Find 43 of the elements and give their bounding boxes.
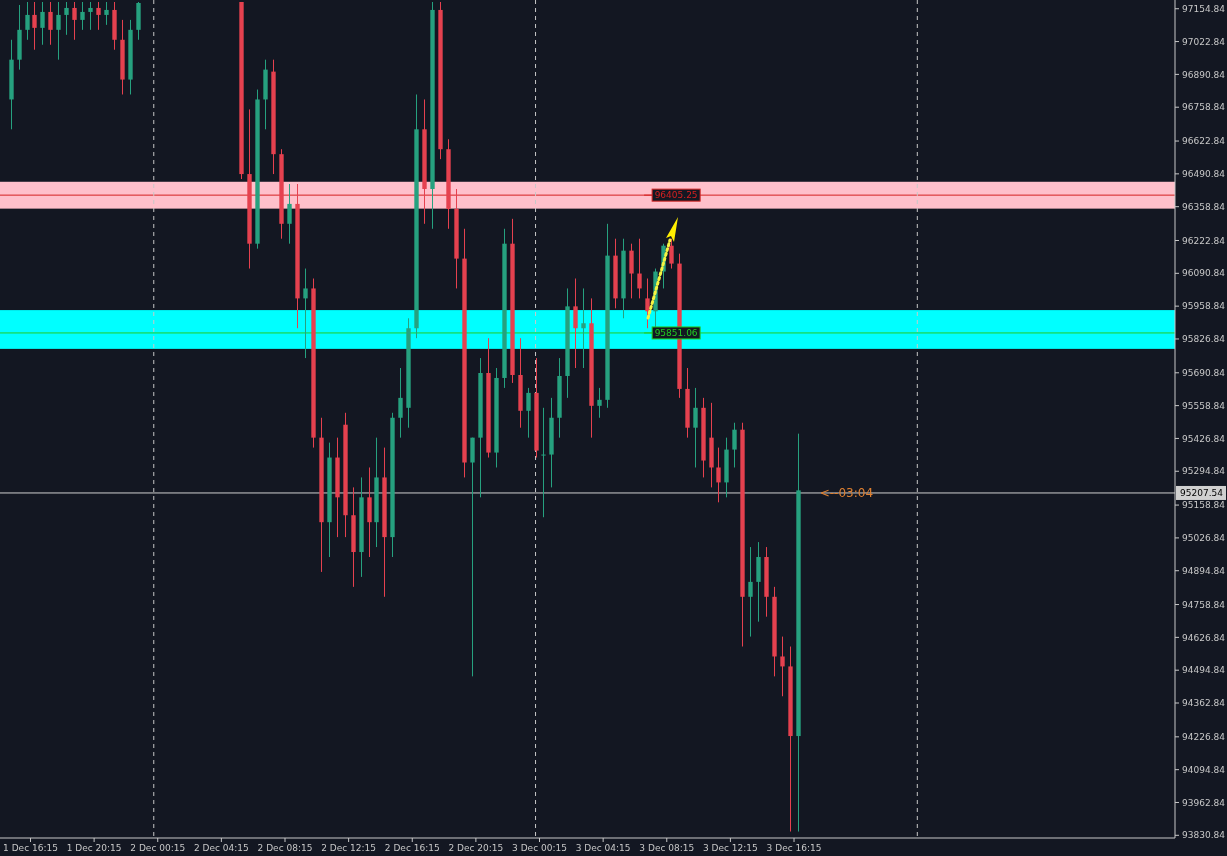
y-tick-label: 95958.84 bbox=[1182, 301, 1226, 312]
x-tick-label: 2 Dec 04:15 bbox=[193, 843, 249, 853]
x-tick-label: 3 Dec 08:15 bbox=[639, 843, 695, 853]
y-tick-label: 96090.84 bbox=[1182, 268, 1226, 279]
x-tick-label: 1 Dec 16:15 bbox=[3, 843, 58, 853]
y-tick-label: 93962.84 bbox=[1182, 797, 1226, 808]
x-tick-label: 2 Dec 00:15 bbox=[130, 843, 186, 853]
y-tick-label: 95690.84 bbox=[1182, 367, 1226, 378]
y-tick-label: 94362.84 bbox=[1182, 698, 1226, 709]
y-tick-label: 96622.84 bbox=[1182, 136, 1226, 147]
x-tick-label: 2 Dec 08:15 bbox=[257, 843, 313, 853]
x-tick-label: 3 Dec 04:15 bbox=[575, 843, 631, 853]
y-tick-label: 94758.84 bbox=[1182, 599, 1226, 610]
y-tick-label: 96358.84 bbox=[1182, 201, 1226, 212]
x-tick-label: 1 Dec 20:15 bbox=[66, 843, 122, 853]
ref-line-label: 95851.06 bbox=[654, 328, 698, 339]
x-tick-label: 2 Dec 16:15 bbox=[384, 843, 440, 853]
ref-line-label: 95207.54 bbox=[1180, 488, 1224, 499]
y-tick-label: 95426.84 bbox=[1182, 433, 1226, 444]
y-tick-label: 94626.84 bbox=[1182, 632, 1226, 643]
y-tick-label: 93830.84 bbox=[1182, 830, 1226, 841]
y-tick-label: 95558.84 bbox=[1182, 400, 1226, 411]
y-tick-label: 96890.84 bbox=[1182, 69, 1226, 80]
y-tick-label: 95158.84 bbox=[1182, 500, 1226, 511]
x-tick-label: 2 Dec 12:15 bbox=[321, 843, 377, 853]
y-tick-label: 94094.84 bbox=[1182, 764, 1226, 775]
y-tick-label: 96758.84 bbox=[1182, 102, 1226, 113]
y-tick-label: 95026.84 bbox=[1182, 533, 1226, 544]
y-tick-label: 95826.84 bbox=[1182, 334, 1226, 345]
y-tick-label: 95294.84 bbox=[1182, 466, 1226, 477]
annotation: <--03:04 bbox=[819, 486, 874, 501]
ref-line-label: 96405.25 bbox=[654, 190, 698, 201]
y-tick-label: 96490.84 bbox=[1182, 169, 1226, 180]
y-tick-label: 97154.84 bbox=[1182, 3, 1226, 14]
y-tick-label: 94894.84 bbox=[1182, 565, 1226, 576]
y-tick-label: 96222.84 bbox=[1182, 235, 1226, 246]
y-tick-label: 94226.84 bbox=[1182, 731, 1226, 742]
x-tick-label: 2 Dec 20:15 bbox=[448, 843, 504, 853]
x-tick-label: 3 Dec 16:15 bbox=[766, 843, 822, 853]
x-tick-label: 3 Dec 00:15 bbox=[512, 843, 567, 853]
y-tick-label: 97022.84 bbox=[1182, 36, 1226, 47]
y-tick-label: 94494.84 bbox=[1182, 665, 1226, 676]
x-tick-label: 3 Dec 12:15 bbox=[702, 843, 758, 853]
